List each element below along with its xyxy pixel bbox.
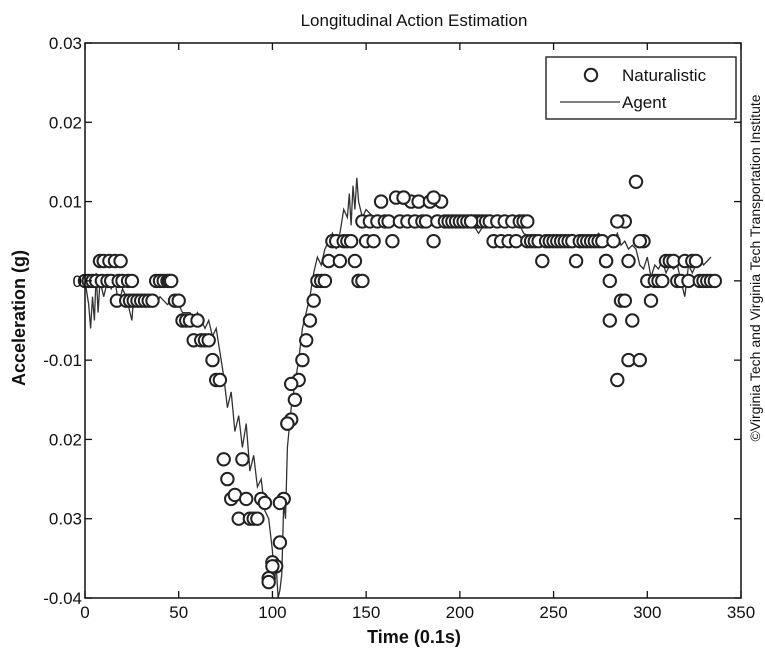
- naturalistic-point: [164, 273, 179, 289]
- naturalistic-point: [602, 273, 617, 289]
- naturalistic-point: [610, 372, 625, 388]
- naturalistic-point: [145, 293, 160, 308]
- naturalistic-point: [220, 471, 235, 487]
- naturalistic-point: [366, 234, 381, 249]
- plot-frame: [84, 42, 742, 599]
- chart-title: Longitudinal Action Estimation: [301, 11, 528, 30]
- naturalistic-point: [235, 452, 250, 467]
- naturalistic-point: [299, 333, 314, 348]
- naturalistic-point: [426, 190, 441, 205]
- naturalistic-point: [280, 416, 295, 431]
- naturalistic-point: [257, 495, 273, 511]
- y-tick-label: 0.03: [49, 34, 82, 53]
- legend-marker-naturalistic: [583, 67, 599, 83]
- naturalistic-point: [343, 234, 359, 249]
- naturalistic-point: [265, 559, 280, 574]
- naturalistic-point: [520, 214, 535, 229]
- naturalistic-point: [385, 234, 400, 249]
- x-tick-label: 350: [727, 603, 755, 622]
- naturalistic-point: [190, 313, 205, 328]
- copyright-notice: ©Virginia Tech and Virginia Tech Transpo…: [747, 94, 763, 441]
- naturalistic-point: [113, 253, 128, 269]
- naturalistic-point: [621, 253, 636, 269]
- naturalistic-point: [216, 452, 231, 467]
- naturalistic-point: [261, 574, 276, 590]
- naturalistic-point: [287, 392, 303, 407]
- naturalistic-point: [355, 273, 370, 289]
- x-tick-label: 300: [633, 603, 661, 622]
- y-tick-label: 0: [73, 272, 82, 291]
- x-tick-label: 150: [352, 603, 380, 622]
- legend-box: [545, 56, 737, 120]
- naturalistic-point: [655, 273, 670, 289]
- x-tick-label: 250: [539, 603, 567, 622]
- naturalistic-point: [426, 234, 441, 249]
- naturalistic-point: [272, 535, 288, 550]
- y-tick-label: 0.02: [49, 113, 82, 132]
- x-tick-label: 0: [80, 603, 89, 622]
- naturalistic-point: [396, 190, 411, 205]
- naturalistic-point: [606, 234, 621, 249]
- x-tick-label: 100: [258, 603, 286, 622]
- naturalistic-point: [250, 511, 265, 526]
- naturalistic-point: [625, 313, 640, 328]
- naturalistic-point: [306, 293, 321, 308]
- naturalistic-point: [124, 273, 140, 289]
- naturalistic-point: [373, 194, 389, 209]
- x-axis-title: Time (0.1s): [367, 627, 461, 647]
- legend-label-agent: Agent: [622, 93, 667, 112]
- naturalistic-point: [632, 352, 647, 368]
- x-tick-label: 50: [169, 603, 188, 622]
- y-tick-label: -0.01: [43, 351, 82, 370]
- naturalistic-point: [463, 214, 479, 229]
- naturalistic-point: [284, 376, 299, 392]
- naturalistic-point: [317, 273, 333, 289]
- naturalistic-point: [610, 214, 625, 229]
- naturalistic-point: [332, 253, 348, 269]
- y-tick-label: 0.01: [49, 193, 82, 212]
- naturalistic-point: [347, 253, 363, 269]
- naturalistic-point: [295, 352, 310, 368]
- y-tick-label: -0.04: [43, 589, 82, 608]
- naturalistic-point: [535, 253, 550, 269]
- legend-label-naturalistic: Naturalistic: [622, 66, 707, 85]
- plot-area: [77, 174, 722, 599]
- y-tick-label: 0.02: [49, 430, 82, 449]
- naturalistic-point: [598, 253, 614, 269]
- naturalistic-point: [205, 352, 220, 368]
- naturalistic-point: [628, 174, 644, 190]
- x-tick-label: 200: [446, 603, 474, 622]
- naturalistic-point: [617, 293, 632, 308]
- naturalistic-point: [602, 313, 617, 328]
- naturalistic-point: [212, 372, 228, 388]
- legend: Naturalistic Agent: [545, 56, 737, 120]
- naturalistic-point: [568, 253, 584, 269]
- naturalistic-point: [171, 293, 186, 308]
- naturalistic-point: [643, 293, 659, 308]
- naturalistic-point: [688, 253, 704, 269]
- naturalistic-point: [632, 234, 647, 249]
- axes: 0 50 100 150 200 250 300 350 -0.04 0.03 0.02 -0.01 0…: [43, 34, 755, 622]
- naturalistic-point: [239, 491, 254, 507]
- y-axis-title: Acceleration (g): [9, 250, 29, 386]
- naturalistic-point: [272, 495, 288, 511]
- y-tick-label: 0.03: [49, 510, 82, 529]
- naturalistic-point: [707, 273, 722, 289]
- naturalistic-point: [302, 313, 318, 328]
- naturalistic-point: [201, 333, 216, 348]
